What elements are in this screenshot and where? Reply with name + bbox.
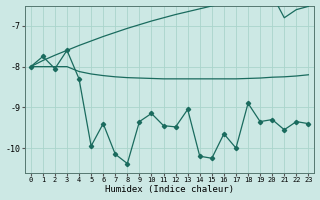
- X-axis label: Humidex (Indice chaleur): Humidex (Indice chaleur): [105, 185, 234, 194]
